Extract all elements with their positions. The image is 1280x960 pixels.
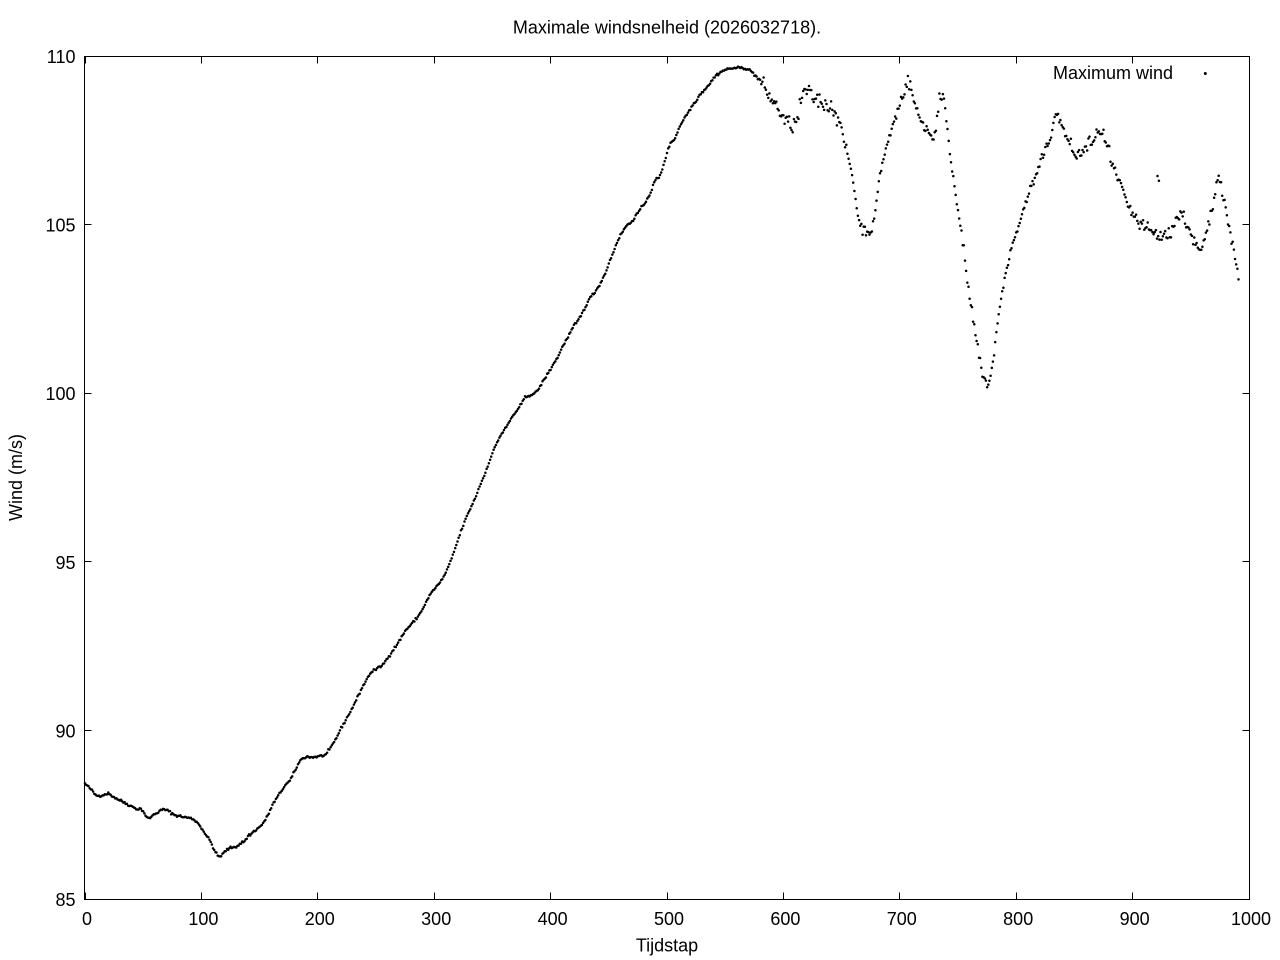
svg-text:Maximale windsnelheid (2026032: Maximale windsnelheid (2026032718). — [513, 18, 821, 38]
svg-text:110: 110 — [47, 47, 76, 67]
svg-text:Tijdstap: Tijdstap — [636, 936, 698, 956]
svg-text:100: 100 — [45, 384, 75, 404]
svg-text:95: 95 — [55, 553, 75, 573]
svg-text:900: 900 — [1120, 909, 1150, 929]
svg-text:300: 300 — [421, 909, 451, 929]
svg-text:Wind (m/s): Wind (m/s) — [6, 434, 26, 521]
svg-text:Maximum wind: Maximum wind — [1053, 63, 1173, 83]
svg-text:90: 90 — [55, 721, 75, 741]
svg-text:0: 0 — [82, 909, 92, 929]
svg-text:1000: 1000 — [1231, 909, 1271, 929]
svg-text:500: 500 — [654, 909, 684, 929]
svg-text:85: 85 — [55, 890, 75, 910]
svg-text:700: 700 — [887, 909, 917, 929]
svg-text:200: 200 — [305, 909, 335, 929]
svg-text:800: 800 — [1003, 909, 1033, 929]
svg-text:105: 105 — [45, 216, 75, 236]
svg-text:600: 600 — [770, 909, 800, 929]
svg-text:100: 100 — [188, 909, 218, 929]
svg-text:400: 400 — [538, 909, 568, 929]
